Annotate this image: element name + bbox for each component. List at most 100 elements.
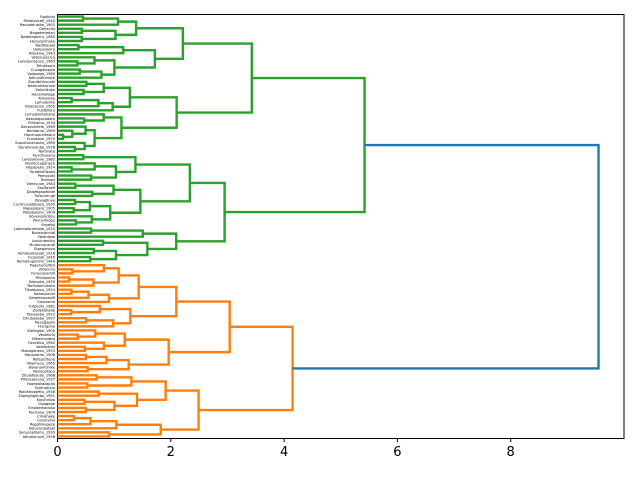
leaf-label: Tufovofu_1981: [28, 304, 55, 308]
dendrogram-link: [57, 374, 98, 381]
leaf-label: Gosivome: [37, 300, 56, 304]
dendrogram-link: [114, 48, 157, 69]
x-tick-label: 2: [167, 445, 175, 460]
dendrogram-link: [57, 15, 85, 22]
leaf-label: Funecanamili: [31, 272, 55, 276]
leaf-label: Ruselisi: [41, 223, 55, 227]
dendrogram-link: [109, 423, 162, 436]
leaf-label: Kivuhiniza: [37, 398, 55, 402]
leaf-label: Comovimi: [37, 418, 55, 422]
dendrogram-link: [57, 390, 100, 397]
leaf-label: Vamivuve_1983: [26, 182, 55, 186]
dendrogram-link: [57, 308, 73, 316]
x-tick-label: 4: [280, 445, 288, 460]
dendrogram-link: [87, 358, 130, 371]
leaf-label: Pacisusa_1904: [29, 410, 56, 414]
leaf-label: Regohikugeze: [30, 423, 56, 427]
leaf-label: Kinudemaduso: [28, 406, 55, 410]
leaf-label: Fuzedodi_1945: [28, 255, 55, 259]
dendrogram-link: [176, 42, 254, 114]
dendrogram-link: [89, 204, 112, 221]
dendrogram-link: [176, 181, 226, 243]
dendrogram-link: [124, 338, 170, 366]
leaf-label: Lobenalaromode_1920: [14, 227, 56, 231]
x-tick-label: 0: [53, 445, 61, 460]
dendrogram-link: [57, 329, 97, 338]
leaf-label: Kupubunalututo_1989: [15, 141, 55, 145]
dendrogram-link: [57, 278, 95, 287]
dendrogram-link: [83, 82, 105, 94]
leaf-label: Bukahubinidi: [32, 231, 55, 235]
dendrogram-link: [136, 27, 185, 61]
leaf-label: Vesahufu: [38, 333, 55, 337]
dendrogram-link: [57, 68, 81, 75]
leaf-label: Getafahovabifi: [29, 296, 55, 300]
dendrogram-link: [57, 43, 80, 51]
leaf-label: Bihevivadesi: [32, 337, 55, 341]
leaf-label: Fovebica_1962: [28, 341, 55, 345]
leaf-label: Tufecumugi: [33, 194, 55, 198]
dendrogram-link: [57, 304, 102, 314]
dendrogram-link: [57, 101, 114, 112]
dendrogram-link: [224, 76, 366, 214]
leaf-label: Nahavazuhi: [34, 292, 55, 296]
leaf-label: Fogepakazapilu: [27, 382, 55, 386]
dendrogram-link: [91, 165, 118, 179]
dendrogram-link: [57, 125, 87, 135]
dendrogram-link: [57, 419, 118, 430]
dendrogram-link: [57, 162, 96, 171]
leaf-label: Bukonamohike: [28, 365, 55, 369]
dendrogram-link: [87, 376, 133, 387]
dendrogram-link: [160, 389, 200, 431]
leaf-label: Rilihamu_1934: [28, 121, 55, 125]
dendrogram-link: [57, 293, 111, 304]
dendrogram-link: [57, 206, 75, 214]
leaf-label: Holiparaciro: [33, 47, 55, 51]
x-tick-label: 6: [393, 445, 401, 460]
leaf-label: Pegehunolitizi: [30, 264, 55, 268]
dendrogram-link: [57, 288, 73, 295]
leaf-label: Ditevote_1930: [29, 280, 56, 284]
dendrogram-links: [57, 15, 600, 438]
leaf-label: Disezocosi_1905: [25, 105, 55, 109]
dendrogram-link: [57, 166, 73, 173]
dendrogram-link: [57, 247, 95, 255]
leaf-label: Lamulenite: [35, 100, 56, 104]
leaf-label: Zideruhu: [39, 268, 55, 272]
dendrogram-link: [168, 300, 231, 354]
leaf-label: Zitulofesube_1968: [22, 374, 56, 378]
dendrogram-link: [57, 355, 108, 365]
leaf-label: Sigegimovo: [34, 247, 55, 251]
leaf-label: Hanenopuhekaru: [24, 133, 55, 137]
leaf-label: Vodizokuvi: [36, 345, 55, 349]
leaf-label: Bagadehedari: [30, 31, 55, 35]
leaf-label: Racodofubike_1901: [20, 23, 55, 27]
leaf-label: Turadilohikoko: [28, 170, 55, 174]
dendrogram-link: [115, 20, 138, 37]
dendrogram-link: [57, 198, 77, 206]
leaf-label: Gizagege: [38, 402, 56, 406]
leaf-label: Rofepizitena: [33, 357, 55, 361]
dendrogram-link: [57, 80, 88, 88]
dendrogram-link: [135, 163, 192, 203]
dendrogram-link: [57, 45, 125, 55]
dendrogram-link: [57, 17, 120, 26]
leaf-label: Nedulese: [38, 235, 56, 239]
leaf-label: Kuvohuvana: [33, 153, 55, 157]
leaf-label: Sulenotuno: [35, 386, 55, 390]
leaf-label: Pavagituva: [35, 198, 55, 202]
dendrogram-link: [108, 274, 140, 300]
dendrogram-link: [57, 96, 73, 104]
dendrogram-link: [95, 332, 126, 347]
dendrogram-link: [57, 129, 74, 139]
dendrogram-link: [94, 116, 123, 140]
dendrogram-link: [57, 182, 77, 189]
leaf-label: Kazopigupadaro: [26, 117, 55, 121]
dendrogram-link: [57, 319, 115, 328]
dendrogram-link: [99, 307, 132, 325]
leaf-label: Fubibiletu: [37, 109, 55, 113]
leaf-label: Zosufetihunobi: [28, 80, 55, 84]
dendrogram-link: [90, 249, 118, 261]
leaf-label: Zeluzacipotabi: [29, 427, 55, 431]
